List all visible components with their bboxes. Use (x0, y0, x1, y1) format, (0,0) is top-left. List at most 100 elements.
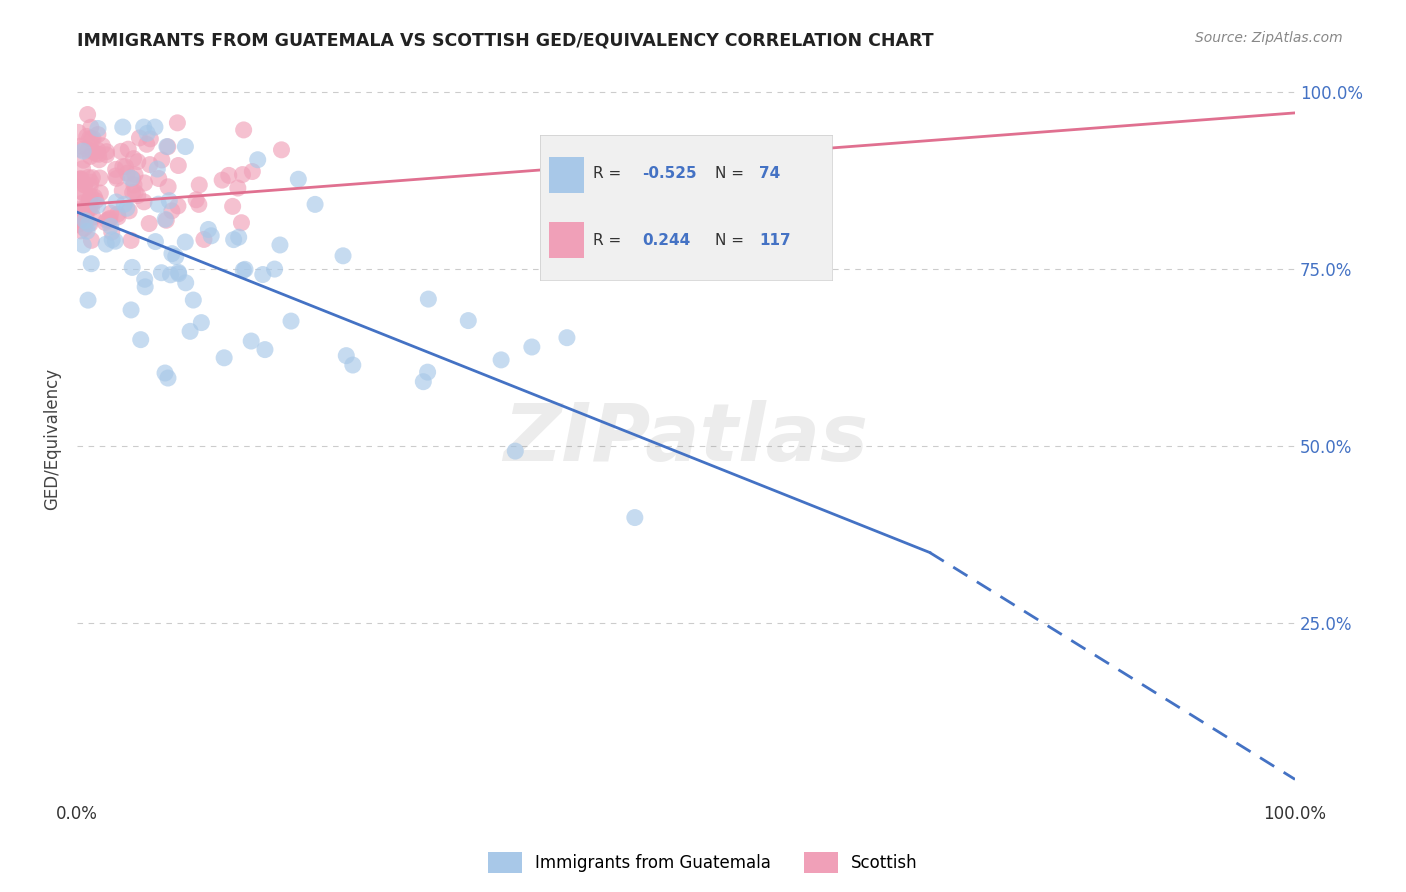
Point (174, 139, 197, 153)
Point (86, 198, 108, 212)
Point (100, 219, 122, 234)
Point (73, 203, 96, 218)
Point (87, 128, 110, 142)
Point (72, 196, 94, 211)
Point (120, 302, 142, 317)
Point (107, 210, 129, 224)
Point (246, 153, 269, 167)
Point (127, 154, 149, 169)
Point (69, 173, 91, 187)
Point (127, 188, 149, 202)
Point (84, 146, 107, 161)
Point (69, 143, 91, 157)
Point (72, 153, 94, 168)
Point (412, 375, 434, 389)
Point (83, 190, 105, 204)
Point (76, 129, 98, 144)
Point (165, 250, 187, 264)
Point (118, 203, 141, 218)
Point (96, 213, 118, 227)
Point (80, 233, 103, 247)
Point (134, 176, 156, 190)
Point (134, 272, 156, 286)
Point (101, 233, 124, 247)
Point (520, 340, 543, 354)
Point (153, 366, 176, 380)
Point (76, 224, 98, 238)
Point (489, 352, 512, 367)
Point (188, 178, 211, 192)
Point (231, 168, 253, 182)
Point (280, 314, 302, 328)
Point (105, 171, 128, 186)
Point (160, 246, 183, 260)
Point (105, 194, 128, 209)
Point (111, 184, 134, 198)
Point (157, 194, 180, 208)
Point (75, 201, 97, 215)
Point (122, 152, 145, 166)
Point (555, 331, 578, 345)
Point (233, 262, 256, 277)
Point (134, 280, 156, 294)
Point (156, 139, 179, 153)
Point (505, 444, 527, 458)
Point (159, 268, 181, 282)
Point (457, 313, 479, 327)
Point (231, 216, 253, 230)
Point (72, 144, 94, 158)
Point (416, 365, 439, 379)
Point (122, 178, 145, 192)
Point (97, 212, 120, 227)
Point (150, 266, 173, 280)
Point (96, 237, 118, 252)
Point (148, 171, 170, 186)
Point (89, 171, 111, 186)
Point (82, 131, 104, 145)
Point (335, 349, 357, 363)
Point (67, 173, 90, 187)
Point (70, 172, 93, 186)
Point (157, 179, 180, 194)
Point (111, 120, 134, 134)
Point (75, 207, 97, 221)
Point (146, 162, 169, 177)
Point (76, 203, 98, 218)
Point (211, 173, 233, 187)
Point (77, 170, 100, 185)
Text: Source: ZipAtlas.com: Source: ZipAtlas.com (1195, 31, 1343, 45)
Point (107, 207, 129, 221)
Point (77, 143, 100, 157)
Point (418, 292, 440, 306)
Point (200, 228, 222, 243)
Point (79, 149, 101, 163)
Point (82, 170, 104, 185)
Point (181, 293, 204, 307)
Point (120, 171, 142, 186)
Point (124, 186, 146, 200)
Point (115, 201, 138, 215)
Point (332, 249, 354, 263)
Point (77, 194, 100, 208)
Point (132, 120, 155, 134)
Point (270, 143, 292, 157)
Point (79, 193, 101, 207)
Point (100, 206, 122, 220)
Point (67, 125, 90, 139)
Point (96, 145, 118, 159)
Point (73, 186, 96, 201)
Point (89, 186, 111, 200)
Point (67, 207, 90, 221)
Point (82, 145, 104, 159)
Point (84, 194, 107, 208)
Point (263, 262, 285, 277)
Point (79, 201, 101, 215)
Point (156, 140, 179, 154)
Point (174, 276, 197, 290)
Text: ZIPatlas: ZIPatlas (503, 400, 869, 478)
Point (232, 123, 254, 137)
Point (73, 221, 96, 235)
Point (150, 153, 173, 167)
Point (240, 334, 263, 348)
Point (226, 181, 249, 195)
